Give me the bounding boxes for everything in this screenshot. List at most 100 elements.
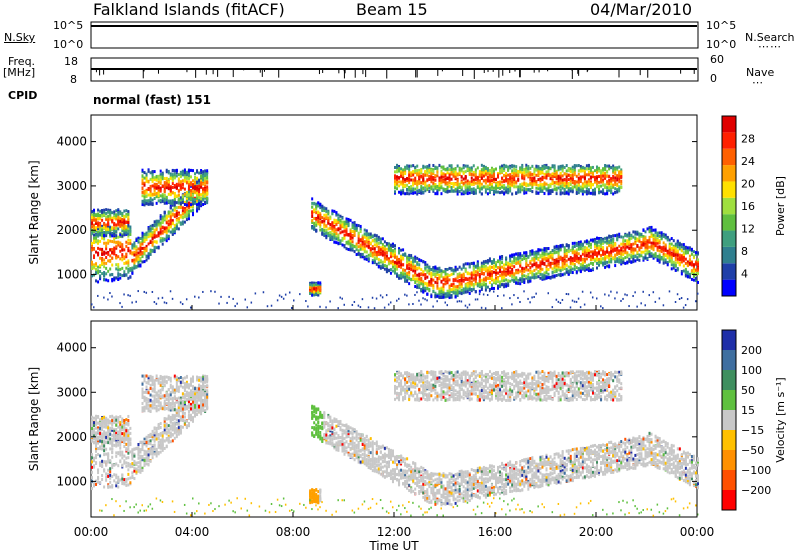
echo-cell <box>347 241 350 245</box>
echo-cell <box>325 236 328 240</box>
echo-cell <box>400 171 403 175</box>
echo-cell <box>450 272 453 276</box>
echo-cell <box>515 257 518 261</box>
echo-cell <box>551 165 554 169</box>
echo-cell <box>571 169 574 173</box>
echo-cell <box>541 262 544 266</box>
echo-cell <box>163 201 166 205</box>
echo-cell <box>398 260 401 264</box>
echo-cell <box>153 223 156 227</box>
echo-cell <box>476 268 479 272</box>
echo-cell <box>474 274 477 278</box>
echo-cell <box>541 164 544 168</box>
ground-cell <box>581 290 584 293</box>
echo-cell <box>125 225 128 229</box>
echo-cell <box>555 257 558 261</box>
echo-cell <box>408 270 411 274</box>
echo-cell <box>387 259 390 263</box>
echo-cell <box>480 268 483 272</box>
echo-cell <box>575 244 578 248</box>
echo-cell <box>416 169 419 173</box>
echo-cell <box>486 171 489 175</box>
echo-cell <box>400 271 403 275</box>
echo-cell <box>123 256 126 260</box>
echo-cell <box>173 176 176 180</box>
echo-cell <box>111 234 114 238</box>
echo-cell <box>119 219 122 223</box>
echo-cell <box>141 203 144 207</box>
echo-cell <box>341 216 344 220</box>
echo-cell <box>107 231 110 235</box>
echo-cell <box>557 265 560 269</box>
echo-cell <box>509 273 512 277</box>
echo-cell <box>127 227 130 231</box>
echo-cell <box>163 177 166 181</box>
echo-cell <box>200 193 203 197</box>
echo-cell <box>452 184 455 188</box>
echo-cell <box>446 273 449 277</box>
echo-cell <box>583 268 586 272</box>
echo-cell <box>169 210 172 214</box>
echo-cell <box>448 266 451 270</box>
echo-cell <box>371 259 374 263</box>
echo-cell <box>501 276 504 280</box>
ground-cell <box>278 294 281 297</box>
echo-cell <box>181 199 184 203</box>
echo-cell <box>373 257 376 261</box>
echo-cell <box>355 223 358 227</box>
echo-cell <box>424 266 427 270</box>
echo-cell <box>472 170 475 174</box>
echo-cell <box>137 251 140 255</box>
echo-cell <box>418 274 421 278</box>
echo-cell <box>503 179 506 183</box>
echo-cell <box>565 191 568 195</box>
ground-cell <box>383 306 386 309</box>
echo-cell <box>149 227 152 231</box>
echo-cell <box>196 185 199 189</box>
echo-cell <box>573 244 576 248</box>
nave-dots: ⋯ <box>752 76 764 89</box>
echo-cell <box>527 255 530 259</box>
echo-cell <box>402 181 405 185</box>
echo-cell <box>503 283 506 287</box>
echo-cell <box>541 276 544 280</box>
ground-cell <box>567 293 570 296</box>
echo-cell <box>484 267 487 271</box>
echo-cell <box>559 273 562 277</box>
echo-cell <box>149 234 152 238</box>
echo-cell <box>145 202 148 206</box>
echo-cell <box>317 216 320 220</box>
echo-cell <box>541 167 544 171</box>
echo-cell <box>482 264 485 268</box>
echo-cell <box>454 187 457 191</box>
echo-cell <box>543 192 546 196</box>
echo-cell <box>581 166 584 170</box>
echo-cell <box>337 218 340 222</box>
echo-cell <box>561 256 564 260</box>
echo-cell <box>95 240 98 244</box>
echo-cell <box>97 271 100 275</box>
echo-cell <box>543 262 546 266</box>
echo-cell <box>575 258 578 262</box>
echo-cell <box>189 194 192 198</box>
echo-cell <box>402 179 405 183</box>
echo-cell <box>424 268 427 272</box>
echo-cell <box>149 189 152 193</box>
echo-cell <box>389 251 392 255</box>
echo-cell <box>396 168 399 172</box>
echo-cell <box>171 222 174 226</box>
echo-cell <box>337 216 340 220</box>
echo-cell <box>111 248 114 252</box>
echo-cell <box>462 190 465 194</box>
echo-cell <box>192 211 194 215</box>
echo-cell <box>420 171 423 175</box>
echo-cell <box>185 173 188 177</box>
echo-cell <box>472 180 475 184</box>
echo-cell <box>424 262 427 266</box>
echo-cell <box>196 176 199 180</box>
echo-cell <box>363 241 366 245</box>
ground-cell <box>492 290 495 293</box>
echo-cell <box>505 282 508 286</box>
echo-cell <box>434 192 437 196</box>
echo-cell <box>551 249 554 253</box>
